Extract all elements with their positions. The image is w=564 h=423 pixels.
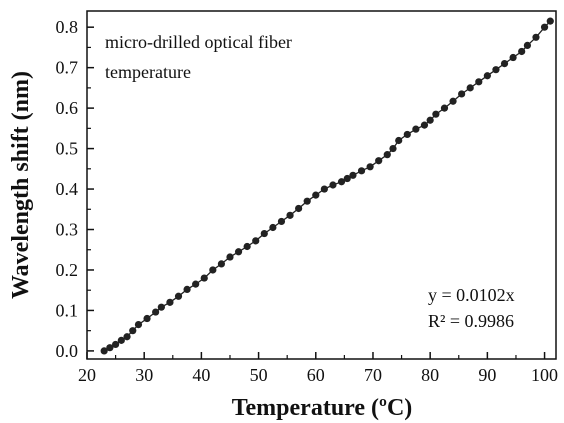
data-point bbox=[152, 308, 160, 316]
x-tick-label: 30 bbox=[135, 365, 153, 385]
data-point bbox=[492, 66, 500, 74]
data-point bbox=[458, 90, 466, 98]
x-tick-label: 80 bbox=[421, 365, 439, 385]
data-point bbox=[509, 53, 517, 62]
data-point bbox=[157, 303, 165, 311]
y-axis: 0.0 0.1 0.2 0.3 0.4 0.5 0.6 0.7 0.8 bbox=[56, 17, 94, 361]
data-point bbox=[440, 104, 449, 112]
data-point bbox=[383, 151, 391, 159]
y-tick-label: 0.0 bbox=[56, 341, 79, 361]
y-tick-label: 0.6 bbox=[56, 98, 79, 118]
data-point bbox=[106, 344, 114, 352]
y-tick-label: 0.4 bbox=[56, 179, 79, 199]
data-point bbox=[518, 47, 526, 56]
data-point bbox=[174, 292, 183, 300]
data-point bbox=[500, 60, 509, 68]
data-point bbox=[532, 33, 540, 41]
x-axis-title: Temperature (ºC) bbox=[232, 395, 413, 421]
data-point bbox=[166, 298, 174, 306]
sample-label-line1: micro-drilled optical fiber bbox=[105, 32, 292, 52]
x-tick-label: 20 bbox=[78, 365, 96, 385]
data-point bbox=[343, 174, 351, 183]
data-point bbox=[337, 178, 346, 186]
data-point bbox=[117, 336, 125, 344]
y-axis-title: Wavelength shift (nm) bbox=[8, 71, 34, 299]
x-tick-label: 100 bbox=[531, 365, 558, 385]
fit-equation: y = 0.0102x bbox=[428, 285, 515, 305]
data-point bbox=[129, 327, 137, 335]
y-tick-label: 0.2 bbox=[56, 260, 79, 280]
data-point bbox=[449, 97, 457, 105]
data-point bbox=[483, 72, 491, 80]
data-point bbox=[143, 314, 151, 323]
data-point bbox=[226, 253, 234, 261]
y-tick-label: 0.7 bbox=[56, 58, 79, 78]
data-point bbox=[209, 266, 217, 274]
x-tick-label: 40 bbox=[192, 365, 210, 385]
data-point bbox=[303, 197, 311, 205]
data-point bbox=[426, 116, 434, 124]
data-point bbox=[357, 167, 366, 175]
plot-area bbox=[86, 10, 557, 360]
data-point bbox=[286, 211, 294, 219]
data-point bbox=[389, 144, 397, 153]
x-tick-label: 70 bbox=[364, 365, 382, 385]
data-point bbox=[420, 121, 429, 129]
data-point bbox=[192, 280, 200, 288]
data-point bbox=[269, 223, 277, 232]
data-point bbox=[329, 181, 337, 189]
y-tick-label: 0.5 bbox=[56, 139, 79, 159]
data-point bbox=[375, 157, 383, 165]
data-point bbox=[123, 333, 131, 341]
fit-r-squared: R² = 0.9986 bbox=[428, 311, 514, 331]
x-tick-label: 60 bbox=[307, 365, 325, 385]
data-point bbox=[234, 248, 243, 256]
data-point bbox=[546, 17, 554, 25]
data-point bbox=[277, 217, 286, 226]
x-axis: 20 30 40 50 60 70 80 90 100 bbox=[78, 352, 558, 385]
data-point bbox=[466, 84, 474, 92]
data-point bbox=[366, 163, 374, 171]
data-point bbox=[200, 274, 208, 282]
y-tick-label: 0.1 bbox=[56, 300, 79, 320]
data-point bbox=[403, 130, 411, 139]
data-point bbox=[134, 321, 143, 329]
data-point bbox=[320, 185, 328, 193]
data-point bbox=[432, 110, 440, 118]
y-tick-label: 0.3 bbox=[56, 220, 79, 240]
data-point bbox=[540, 23, 549, 31]
data-point bbox=[523, 41, 532, 49]
data-point bbox=[312, 191, 320, 199]
data-point bbox=[295, 204, 303, 213]
data-point bbox=[183, 285, 191, 293]
data-point bbox=[243, 242, 251, 251]
data-point bbox=[349, 171, 357, 179]
y-tick-label: 0.8 bbox=[56, 17, 79, 37]
data-point bbox=[217, 260, 226, 268]
data-point bbox=[111, 340, 120, 349]
sample-label-line2: temperature bbox=[105, 62, 191, 82]
data-point bbox=[252, 237, 260, 245]
data-point bbox=[412, 125, 420, 133]
fit-line bbox=[103, 20, 551, 352]
data-points bbox=[100, 17, 554, 355]
data-point bbox=[395, 136, 403, 145]
x-tick-label: 90 bbox=[478, 365, 496, 385]
plot-frame bbox=[86, 10, 557, 360]
x-tick-label: 50 bbox=[250, 365, 268, 385]
data-point bbox=[100, 347, 108, 355]
data-point bbox=[475, 78, 483, 86]
data-point bbox=[260, 229, 268, 238]
